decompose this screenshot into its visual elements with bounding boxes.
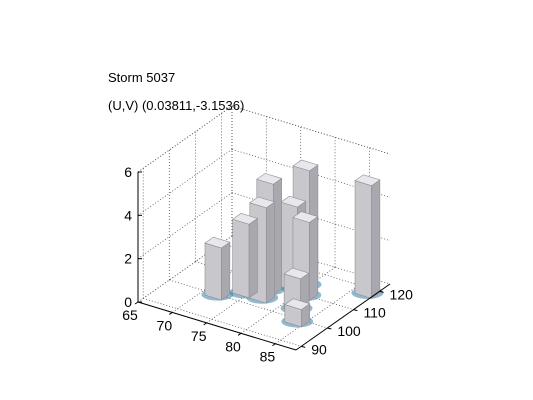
- z-tick-label: 6: [124, 164, 132, 180]
- surface-peak-side: [309, 216, 319, 302]
- x-axis: [137, 301, 297, 351]
- x-tick-mark: [134, 301, 139, 305]
- surface-peak-top: [280, 195, 307, 208]
- grid-line-z-left: [137, 149, 233, 216]
- surface-peak-side: [265, 201, 275, 304]
- grid-line-floor-y: [169, 279, 328, 329]
- surface-peak-side: [221, 241, 231, 301]
- x-tick-mark: [169, 312, 173, 315]
- z-tick-label: 4: [124, 207, 132, 223]
- box-edge: [231, 105, 391, 155]
- grid-line-floor-x: [137, 235, 233, 303]
- chart-title: Storm 5037: [108, 70, 176, 85]
- x-tick-mark: [237, 332, 242, 336]
- chart-subtitle: (U,V) (0.03811,-3.1536): [108, 98, 245, 113]
- surface-peak-top: [204, 236, 231, 249]
- surface-peak-top: [292, 159, 319, 172]
- axis-layer: [137, 172, 391, 351]
- x-tick-mark: [203, 322, 207, 326]
- surface-peak-face: [204, 242, 222, 301]
- x-tick-label: 80: [225, 338, 241, 354]
- y-tick-mark: [353, 309, 358, 312]
- surface-peak-side: [248, 217, 258, 299]
- y-tick-label: 90: [311, 341, 327, 357]
- surface-peak-side: [371, 179, 381, 299]
- y-axis: [295, 283, 391, 351]
- grid-line-floor-y: [143, 297, 302, 347]
- surface-peak-face: [354, 180, 372, 299]
- y-tick-mark: [327, 327, 332, 330]
- surface-peak-top: [231, 213, 259, 225]
- surface-peak-top: [284, 298, 311, 310]
- x-tick-label: 65: [122, 307, 138, 323]
- box-edge: [137, 105, 233, 173]
- surface-peak-top: [354, 174, 381, 187]
- grid-line-z-back: [231, 148, 391, 198]
- x-tick-label: 85: [260, 349, 276, 365]
- x-tick-mark: [272, 343, 276, 347]
- x-tick-label: 70: [157, 317, 173, 333]
- surface-peak-top: [249, 196, 276, 209]
- z-tick-label: 0: [124, 294, 132, 310]
- y-tick-label: 110: [363, 305, 386, 321]
- x-tick-label: 75: [191, 328, 207, 344]
- surface-peak-top: [283, 267, 310, 280]
- surface-peak-top: [256, 173, 283, 185]
- surface-layer: [201, 159, 384, 328]
- surface-peak-top: [292, 211, 319, 223]
- y-tick-mark: [301, 345, 306, 348]
- surface-peak-face: [232, 218, 250, 299]
- y-tick-label: 120: [390, 286, 414, 302]
- grid-line-z-left: [137, 192, 233, 259]
- z-tick-label: 2: [124, 251, 132, 267]
- y-tick-label: 100: [337, 323, 361, 339]
- y-tick-mark: [379, 290, 384, 293]
- grid-line-floor-x: [275, 277, 370, 345]
